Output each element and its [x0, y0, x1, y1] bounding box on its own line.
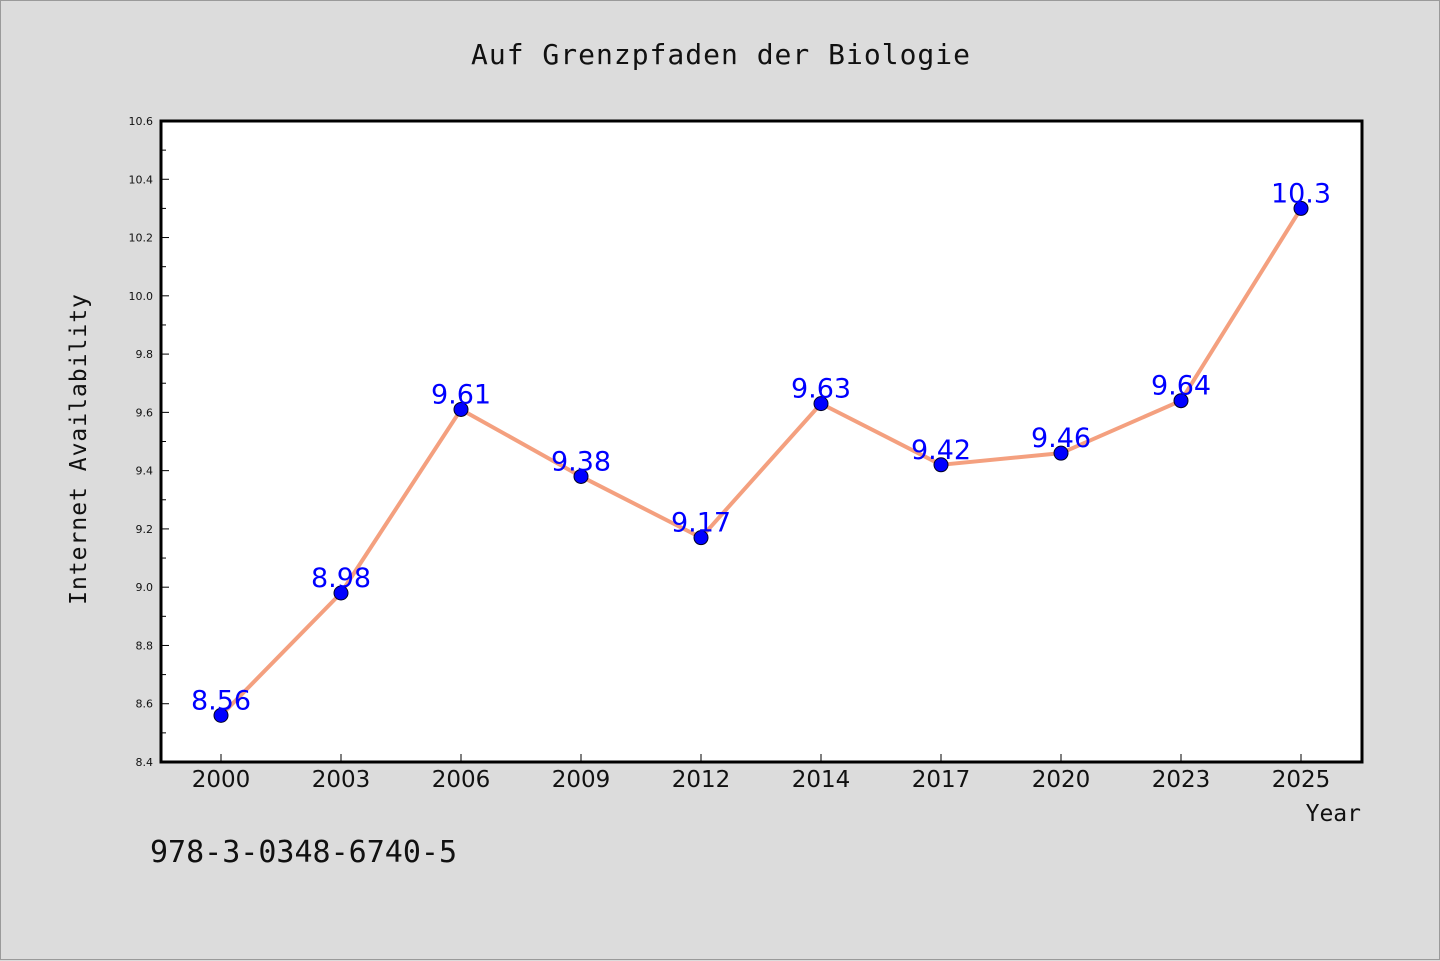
- x-tick-label: 2009: [552, 767, 611, 793]
- x-tick-label: 2025: [1272, 767, 1331, 793]
- y-tick-label: 9.4: [136, 465, 154, 478]
- y-tick-label: 8.8: [136, 639, 154, 652]
- x-tick-label: 2017: [912, 767, 971, 793]
- x-tick-label: 2014: [792, 767, 851, 793]
- data-label: 9.38: [551, 446, 611, 477]
- data-label: 9.17: [671, 508, 731, 539]
- y-tick-label: 9.0: [136, 581, 154, 594]
- y-tick-label: 10.4: [129, 173, 154, 186]
- data-label: 9.63: [791, 374, 851, 405]
- y-tick-label: 10.2: [129, 232, 154, 245]
- plot-area: [161, 121, 1362, 762]
- x-tick-label: 2000: [192, 767, 251, 793]
- y-axis-label: Internet Availability: [66, 293, 92, 605]
- data-point: [1293, 200, 1309, 216]
- y-tick-label: 9.2: [136, 523, 154, 536]
- x-tick-label: 2003: [312, 767, 371, 793]
- data-point: [1053, 445, 1069, 461]
- x-axis-label: Year: [1306, 801, 1361, 827]
- x-tick-label: 2006: [432, 767, 491, 793]
- data-label: 9.46: [1031, 423, 1091, 454]
- y-tick-label: 9.8: [136, 348, 154, 361]
- data-label: 8.56: [191, 685, 251, 716]
- data-label: 8.98: [311, 563, 371, 594]
- y-tick-label: 10.0: [129, 290, 154, 303]
- isbn-text: 978-3-0348-6740-5: [150, 835, 458, 870]
- data-point: [933, 457, 949, 473]
- data-label: 9.42: [911, 435, 971, 466]
- y-tick-label: 10.6: [129, 115, 154, 128]
- data-label: 10.3: [1271, 178, 1331, 209]
- data-label: 9.64: [1151, 371, 1211, 402]
- data-point: [333, 585, 349, 601]
- data-point: [1173, 393, 1189, 409]
- series-line: [219, 206, 1303, 718]
- plot-border: [159, 119, 1364, 764]
- y-tick-label: 9.6: [136, 406, 154, 419]
- data-point: [453, 401, 469, 417]
- data-point: [693, 530, 709, 546]
- chart-title: Auf Grenzpfaden der Biologie: [471, 38, 971, 71]
- x-tick-label: 2023: [1152, 767, 1211, 793]
- data-point: [573, 468, 589, 484]
- x-tick-label: 2012: [672, 767, 731, 793]
- y-tick-label: 8.4: [136, 756, 154, 769]
- y-tick-label: 8.6: [136, 698, 154, 711]
- data-point: [813, 396, 829, 412]
- data-label: 9.61: [431, 379, 491, 410]
- data-point: [213, 707, 229, 723]
- x-tick-label: 2020: [1032, 767, 1091, 793]
